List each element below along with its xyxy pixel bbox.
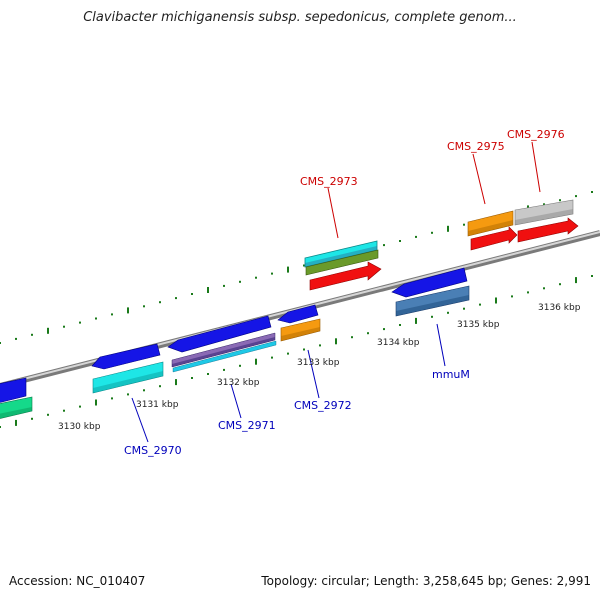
gene-label-CMS_2975[interactable]: CMS_2975 [447, 140, 505, 153]
gene-label-CMS_2972[interactable]: CMS_2972 [294, 399, 352, 412]
gene-label-CMS_2973[interactable]: CMS_2973 [300, 175, 358, 188]
kbp-labels: 3130 kbp 3131 kbp 3132 kbp 3133 kbp 3134… [58, 303, 581, 432]
gene-CMS_2975[interactable] [467, 210, 518, 251]
gene-label-CMS_2971[interactable]: CMS_2971 [218, 419, 276, 432]
gene-CMS_2973[interactable] [304, 240, 382, 291]
kbp-label: 3134 kbp [377, 338, 420, 348]
gene-name-labels: CMS_2973 CMS_2975 CMS_2976 CMS_2970 CMS_… [124, 128, 565, 457]
gene-CMS_2971[interactable] [167, 315, 277, 373]
gene-label-CMS_2970[interactable]: CMS_2970 [124, 444, 182, 457]
lower-tick-track [0, 275, 593, 428]
gene-label-mmuM[interactable]: mmuM [432, 368, 470, 381]
gene-left-edge[interactable] [0, 377, 33, 419]
kbp-label: 3136 kbp [538, 303, 581, 313]
gene-CMS_2972[interactable] [277, 304, 321, 342]
kbp-label: 3132 kbp [217, 378, 260, 388]
gene-mmuM[interactable] [391, 267, 470, 317]
genome-summary-text: Topology: circular; Length: 3,258,645 bp… [261, 574, 591, 588]
gene-CMS_2970[interactable] [91, 343, 164, 394]
kbp-label: 3131 kbp [136, 400, 179, 410]
map-title: Clavibacter michiganensis subsp. sepedon… [83, 10, 517, 25]
kbp-label: 3135 kbp [457, 320, 500, 330]
gene-leader-lines [131, 141, 541, 443]
kbp-label: 3133 kbp [297, 358, 340, 368]
gene-label-CMS_2976[interactable]: CMS_2976 [507, 128, 565, 141]
accession-text: Accession: NC_010407 [9, 574, 146, 588]
kbp-label: 3130 kbp [58, 422, 101, 432]
gene-CMS_2976[interactable] [514, 199, 579, 243]
